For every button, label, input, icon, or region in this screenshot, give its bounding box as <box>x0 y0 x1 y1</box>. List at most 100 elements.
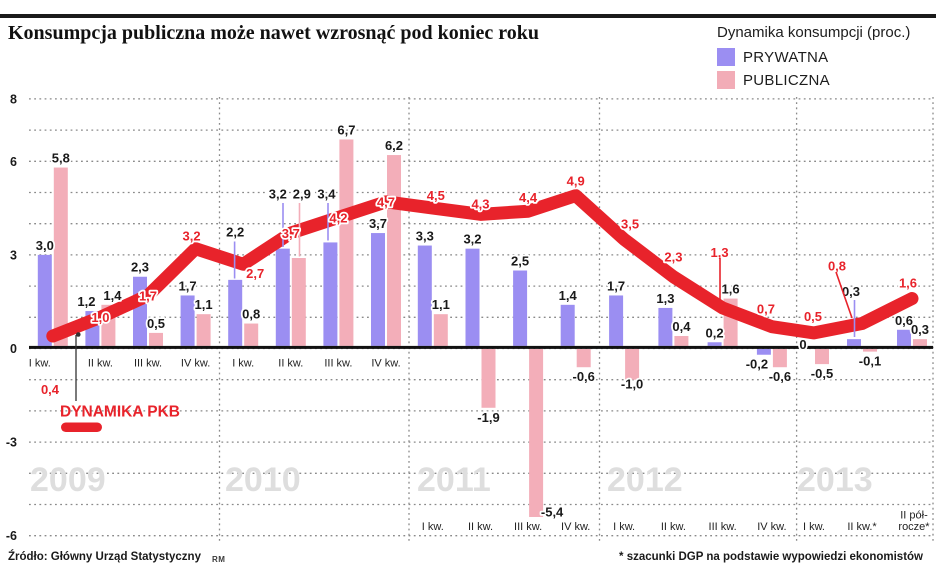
bar-prywatna-4 <box>228 279 243 346</box>
x-label-line: III kw. <box>709 521 737 533</box>
x-label-2010-q4: IV kw. <box>371 358 400 370</box>
x-label-line: I kw. <box>613 521 635 533</box>
x-label-2012-q1: I kw. <box>613 521 635 533</box>
x-label-2012-q4: IV kw. <box>757 521 786 533</box>
bar-label-prywatna-0: 3,0 <box>36 238 54 253</box>
x-label-line: I kw. <box>422 521 444 533</box>
bar-publiczna-17 <box>863 349 877 352</box>
bar-publiczna-13 <box>674 336 689 346</box>
bar-prywatna-8 <box>417 245 432 346</box>
bar-label-prywatna-18: 0,6 <box>895 313 913 328</box>
x-label-2009-q2: II kw. <box>88 358 113 370</box>
x-label-2009-q4: IV kw. <box>181 358 210 370</box>
bar-label-prywatna-5: 3,2 <box>269 186 287 201</box>
x-axis <box>29 345 933 349</box>
y-tick-label--6: -6 <box>6 529 17 543</box>
x-label-line: III kw. <box>514 521 542 533</box>
year-watermark-2012: 2012 <box>607 461 683 499</box>
gdp-label-4: 2,7 <box>246 266 264 281</box>
bar-publiczna-7 <box>387 155 401 346</box>
gdp-label-1: 1,0 <box>91 310 109 325</box>
bar-publiczna-9 <box>481 349 496 408</box>
bar-label-prywatna-15: -0,2 <box>746 357 768 372</box>
bar-prywatna-0 <box>37 254 52 346</box>
bar-publiczna-18 <box>913 339 927 346</box>
y-tick-label-3: 3 <box>10 248 17 262</box>
bar-prywatna-15 <box>756 349 771 355</box>
bar-publiczna-16 <box>815 349 829 365</box>
x-label-2012-q3: III kw. <box>709 521 737 533</box>
bar-label-prywatna-2: 2,3 <box>131 260 149 275</box>
bar-label-prywatna-1: 1,2 <box>77 294 95 309</box>
x-label-2013-q1: I kw. <box>803 521 825 533</box>
gdp-label-6: 4,2 <box>329 210 347 225</box>
y-tick-label-0: 0 <box>10 342 17 356</box>
x-label-line: II kw. <box>88 358 113 370</box>
x-label-2012-q2: II kw. <box>661 521 686 533</box>
bar-publiczna-4 <box>244 323 259 346</box>
gdp-label-2: 1,7 <box>139 288 157 303</box>
bar-publiczna-6 <box>339 139 354 346</box>
bar-publiczna-3 <box>196 314 211 346</box>
x-label-line: II kw. <box>661 521 686 533</box>
year-watermark-2009: 2009 <box>30 461 106 499</box>
bar-label-prywatna-7: 3,7 <box>369 216 387 231</box>
x-label-line: IV kw. <box>371 358 400 370</box>
pkb-annotation-dot <box>76 332 81 337</box>
bar-publiczna-8 <box>433 314 448 346</box>
gdp-label-9: 4,3 <box>471 196 489 211</box>
y-tick-label--3: -3 <box>6 436 17 450</box>
gdp-label-11: 4,9 <box>567 174 585 189</box>
top-rule <box>0 14 936 18</box>
gdp-label-13: 2,3 <box>664 250 682 265</box>
bar-publiczna-5 <box>291 258 306 346</box>
x-label-2009-q1: I kw. <box>29 358 51 370</box>
x-label-line: II kw. <box>468 521 493 533</box>
bar-publiczna-0 <box>53 167 68 346</box>
bar-label-publiczna-5: 2,9 <box>293 186 311 201</box>
bar-label-publiczna-12: -1,0 <box>621 377 643 392</box>
x-label-2009-q3: III kw. <box>134 358 162 370</box>
bar-label-prywatna-6: 3,4 <box>317 186 336 201</box>
gdp-label-12: 3,5 <box>621 216 639 231</box>
gdp-label-16: 0,5 <box>804 309 822 324</box>
gdp-label-10: 4,4 <box>519 190 538 205</box>
gdp-label-3: 3,2 <box>183 229 201 244</box>
rm-logo: RM <box>212 555 226 564</box>
bar-prywatna-3 <box>180 295 195 346</box>
bar-prywatna-17 <box>847 339 861 346</box>
bar-label-publiczna-18: 0,3 <box>911 322 929 337</box>
bar-label-publiczna-3: 1,1 <box>195 297 213 312</box>
pkb-line-legend-sample <box>61 422 102 432</box>
y-tick-label-6: 6 <box>10 155 17 169</box>
pkb-line-legend-label: DYNAMIKA PKB <box>60 404 180 421</box>
legend: Dynamika konsumpcji (proc.) PRYWATNA PUB… <box>717 24 932 94</box>
year-watermark-2011: 2011 <box>417 461 491 499</box>
x-label-line: IV kw. <box>561 521 590 533</box>
bar-prywatna-5 <box>275 248 290 346</box>
x-label-2011-q1: I kw. <box>422 521 444 533</box>
bar-prywatna-2 <box>133 276 147 346</box>
gdp-label-5: 3,7 <box>282 226 300 241</box>
legend-label-publiczna: PUBLICZNA <box>743 71 830 89</box>
bar-prywatna-13 <box>658 307 673 346</box>
legend-swatch-publiczna <box>717 71 735 89</box>
x-label-line: I kw. <box>803 521 825 533</box>
gdp-label-7: 4,7 <box>377 195 395 210</box>
x-label-2011-q2: II kw. <box>468 521 493 533</box>
bar-label-publiczna-4: 0,8 <box>242 307 260 322</box>
gdp-label-17: 0,8 <box>828 259 846 274</box>
bar-label-prywatna-8: 3,3 <box>416 229 434 244</box>
legend-title: Dynamika konsumpcji (proc.) <box>717 24 911 41</box>
gdp-line <box>46 189 919 343</box>
bar-label-publiczna-6: 6,7 <box>337 122 355 137</box>
x-label-2013-q3: II pół-rocze* <box>898 510 930 534</box>
bar-label-prywatna-16: 0 <box>799 337 806 352</box>
bar-label-publiczna-1: 1,4 <box>103 288 122 303</box>
year-watermark-2013: 2013 <box>797 461 873 499</box>
bar-prywatna-9 <box>465 248 480 346</box>
x-label-2011-q4: IV kw. <box>561 521 590 533</box>
bar-label-publiczna-7: 6,2 <box>385 138 403 153</box>
footnote: * szacunki DGP na podstawie wypowiedzi e… <box>619 551 923 563</box>
